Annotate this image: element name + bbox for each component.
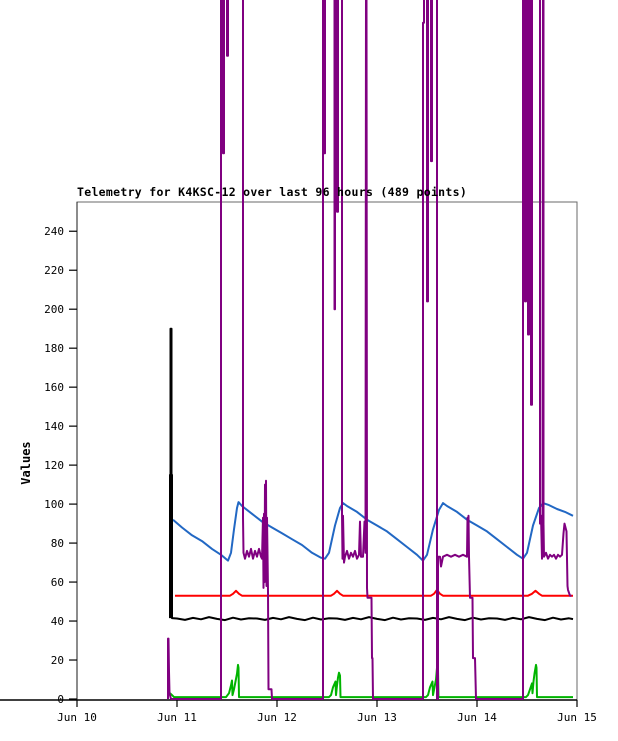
x-tick-label: Jun 10 — [57, 711, 97, 724]
series-line-channel-red — [175, 588, 573, 597]
y-tick-label: 140 — [44, 420, 64, 433]
y-tick-label: 80 — [51, 537, 64, 550]
x-axis-ticks: Jun 10 Jun 11 Jun 12 Jun 13 Jun 14 Jun 15 — [57, 700, 597, 724]
series-line-channel-green — [168, 663, 573, 699]
y-tick-label: 240 — [44, 225, 64, 238]
series-line-channel-black — [169, 327, 574, 622]
y-tick-label: 200 — [44, 303, 64, 316]
x-tick-label: Jun 13 — [357, 711, 397, 724]
x-tick-label: Jun 14 — [457, 711, 497, 724]
y-tick-label: 20 — [51, 654, 64, 667]
series-line-channel-purple — [167, 0, 572, 700]
y-tick-label: 120 — [44, 459, 64, 472]
y-axis-ticks: 0 20 40 60 80 100 120 140 160 180 200 220 240 — [44, 225, 77, 706]
x-tick-label: Jun 15 — [557, 711, 597, 724]
plot-border — [0, 201, 578, 701]
x-tick-label: Jun 12 — [257, 711, 297, 724]
y-tick-label: 160 — [44, 381, 64, 394]
series-lines — [167, 0, 574, 700]
chart-title: Telemetry for K4KSC-12 over last 96 hour… — [77, 185, 467, 199]
series-line-channel-blue — [172, 501, 574, 562]
y-tick-label: 180 — [44, 342, 64, 355]
y-tick-label: 220 — [44, 264, 64, 277]
y-axis-label: Values — [19, 441, 33, 484]
x-tick-label: Jun 11 — [157, 711, 197, 724]
plot-box-outline — [76, 201, 578, 701]
y-tick-label: 60 — [51, 576, 64, 589]
y-tick-label: 0 — [57, 693, 64, 706]
y-tick-label: 40 — [51, 615, 64, 628]
y-tick-label: 100 — [44, 498, 64, 511]
